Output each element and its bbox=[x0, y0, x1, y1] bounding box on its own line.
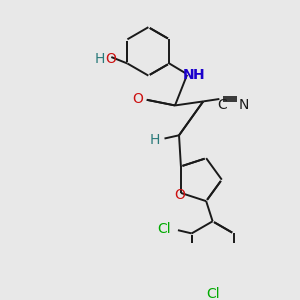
Text: O: O bbox=[174, 188, 185, 202]
Text: O: O bbox=[132, 92, 143, 106]
Text: N: N bbox=[238, 98, 249, 112]
Text: H: H bbox=[95, 52, 105, 66]
Text: N: N bbox=[183, 68, 194, 82]
Text: Cl: Cl bbox=[158, 222, 171, 236]
Text: Cl: Cl bbox=[206, 287, 219, 300]
Text: H: H bbox=[150, 133, 160, 147]
Text: C: C bbox=[217, 98, 227, 112]
Text: H: H bbox=[193, 68, 204, 82]
Text: O: O bbox=[105, 52, 116, 66]
